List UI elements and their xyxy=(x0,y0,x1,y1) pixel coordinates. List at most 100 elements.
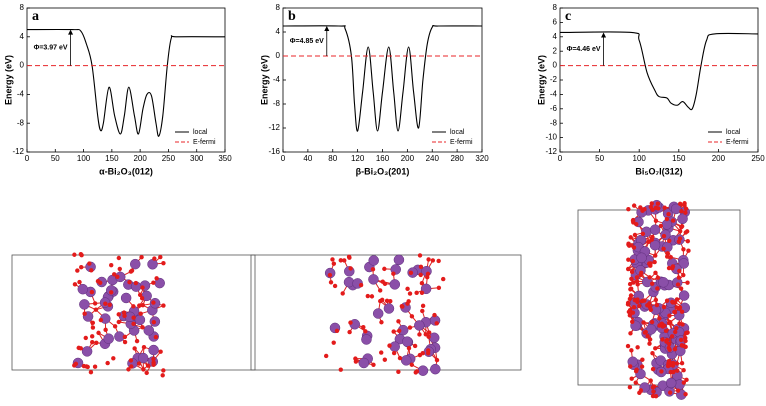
o-atom xyxy=(152,256,156,260)
o-atom xyxy=(668,390,672,394)
o-atom xyxy=(671,370,675,374)
y-axis-label: Energy (eV) xyxy=(259,55,269,105)
o-atom xyxy=(109,290,113,294)
o-atom xyxy=(665,217,669,221)
o-atom xyxy=(413,344,417,348)
panel-label: a xyxy=(32,9,39,24)
o-atom xyxy=(630,320,634,324)
o-atom xyxy=(79,265,83,269)
o-atom xyxy=(665,299,669,303)
o-atom xyxy=(151,280,155,284)
o-atom xyxy=(142,345,146,349)
legend-label: E-fermi xyxy=(193,139,216,146)
x-tick-label: 200 xyxy=(712,154,726,163)
phi-arrowhead xyxy=(324,26,329,31)
o-atom xyxy=(626,207,630,211)
x-tick-label: 0 xyxy=(25,154,30,163)
bi-atom xyxy=(359,358,369,368)
x-axis-label: Bi₅O₇I(312) xyxy=(635,166,682,176)
o-atom xyxy=(396,319,400,323)
o-atom xyxy=(161,303,165,307)
o-atom xyxy=(673,347,677,351)
o-atom xyxy=(628,364,632,368)
o-atom xyxy=(151,357,155,361)
o-atom xyxy=(634,380,638,384)
o-atom xyxy=(94,307,98,311)
o-atom xyxy=(634,367,638,371)
x-tick-label: 80 xyxy=(328,154,337,163)
o-atom xyxy=(408,291,412,295)
o-atom xyxy=(686,239,690,243)
o-atom xyxy=(662,324,666,328)
x-tick-label: 200 xyxy=(401,154,415,163)
o-atom xyxy=(348,320,352,324)
o-atom xyxy=(406,299,410,303)
o-atom xyxy=(419,265,423,269)
o-atom xyxy=(685,280,689,284)
x-tick-label: 240 xyxy=(426,154,440,163)
o-atom xyxy=(103,301,107,305)
panel-label: c xyxy=(565,9,571,24)
o-atom xyxy=(662,305,666,309)
o-atom xyxy=(629,235,633,239)
o-atom xyxy=(632,245,636,249)
o-atom xyxy=(139,255,143,259)
o-atom xyxy=(680,343,684,347)
x-tick-label: 250 xyxy=(751,154,765,163)
o-atom xyxy=(678,229,682,233)
o-atom xyxy=(420,309,424,313)
o-atom xyxy=(656,206,660,210)
o-atom xyxy=(383,358,387,362)
o-atom xyxy=(673,330,677,334)
o-atom xyxy=(407,346,411,350)
o-atom xyxy=(330,257,334,261)
o-atom xyxy=(131,315,135,319)
bi-atom xyxy=(121,293,131,303)
o-atom xyxy=(656,202,660,206)
y-tick-label: 0 xyxy=(20,61,25,70)
o-atom xyxy=(135,339,139,343)
o-atom xyxy=(649,205,653,209)
atomic-structure xyxy=(626,200,691,399)
o-atom xyxy=(628,282,632,286)
x-tick-label: 320 xyxy=(475,154,489,163)
o-atom xyxy=(664,329,668,333)
o-atom xyxy=(656,275,660,279)
o-atom xyxy=(117,256,121,260)
o-atom xyxy=(397,329,401,333)
o-atom xyxy=(383,282,387,286)
y-tick-label: -2 xyxy=(550,75,558,84)
o-atom xyxy=(137,303,141,307)
o-atom xyxy=(651,367,655,371)
o-atom xyxy=(79,253,83,257)
o-atom xyxy=(79,346,83,350)
o-atom xyxy=(129,358,133,362)
o-atom xyxy=(93,365,97,369)
o-atom xyxy=(90,340,94,344)
bi-atom xyxy=(79,299,89,309)
x-tick-label: 350 xyxy=(218,154,232,163)
o-atom xyxy=(685,330,689,334)
legend-label: E-fermi xyxy=(450,139,473,146)
bi-atom xyxy=(650,225,660,235)
o-atom xyxy=(414,370,418,374)
o-atom xyxy=(677,275,681,279)
o-atom xyxy=(655,286,659,290)
y-tick-label: 0 xyxy=(276,51,281,60)
o-atom xyxy=(667,348,671,352)
o-atom xyxy=(419,273,423,277)
o-atom xyxy=(667,359,671,363)
o-atom xyxy=(89,268,93,272)
bi-atom xyxy=(368,274,378,284)
o-atom xyxy=(670,334,674,338)
o-atom xyxy=(679,209,683,213)
o-atom xyxy=(426,257,430,261)
o-atom xyxy=(361,325,365,329)
o-atom xyxy=(675,305,679,309)
o-atom xyxy=(671,264,675,268)
o-atom xyxy=(680,361,684,365)
o-atom xyxy=(99,318,103,322)
o-atom xyxy=(628,331,632,335)
o-atom xyxy=(347,255,351,259)
o-atom xyxy=(371,363,375,367)
